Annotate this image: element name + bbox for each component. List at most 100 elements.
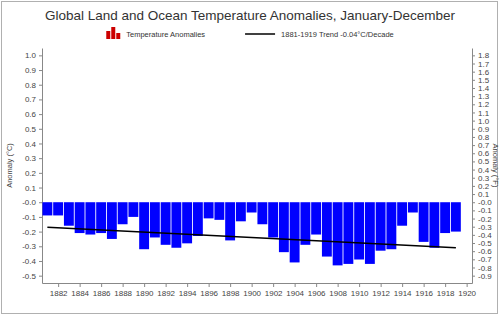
y-axis-tick: 0.9 (25, 66, 42, 75)
x-axis-tick: 1892 (157, 283, 175, 298)
x-axis-tick-label: 1890 (136, 289, 154, 298)
y-axis-tick-mark (39, 55, 42, 56)
legend-item: 1881-1919 Trend -0.04°C/Decade (245, 30, 394, 39)
bar (333, 202, 343, 265)
y2-axis-tick-label: 0.1 (478, 190, 490, 199)
y2-axis-tick-label: -0.9 (478, 272, 492, 281)
y2-axis-tick-mark (472, 186, 475, 187)
x-axis-tick-mark (402, 283, 403, 287)
y-axis-tick-mark (39, 173, 42, 174)
y-axis-tick-label: -0.2 (22, 228, 36, 237)
bar (225, 202, 235, 240)
bar (386, 202, 396, 249)
x-axis-tick-mark (252, 283, 253, 287)
legend-icon (245, 33, 275, 35)
bar (214, 202, 224, 220)
x-axis-tick: 1900 (243, 283, 261, 298)
legend-icon (106, 31, 110, 39)
bar (193, 202, 203, 236)
y2-axis-tick: 1.2 (472, 100, 490, 109)
y2-axis-tick: 1.3 (472, 92, 490, 101)
bar (451, 202, 461, 231)
x-axis-tick-label: 1882 (50, 289, 68, 298)
y2-axis-tick-mark (472, 235, 475, 236)
y-axis-tick-label: 0.4 (25, 140, 37, 149)
y2-axis-tick: 0.5 (472, 157, 490, 166)
y2-axis-tick-mark (472, 243, 475, 244)
x-axis-tick: 1908 (329, 283, 347, 298)
bar (322, 202, 332, 256)
y-axis-tick-mark (39, 143, 42, 144)
y-axis: -0.5-0.4-0.3-0.2-0.1-0.00.10.20.30.40.50… (22, 49, 42, 284)
y2-axis-tick: -0.8 (472, 264, 492, 273)
x-axis-tick-label: 1884 (71, 289, 89, 298)
y-axis-tick-mark (39, 188, 42, 189)
y2-axis-tick: -0.0 (472, 198, 492, 207)
bar (161, 202, 171, 245)
y2-axis-tick-mark (472, 210, 475, 211)
y2-axis-tick-mark (472, 259, 475, 260)
y2-axis-tick-mark (472, 267, 475, 268)
y-axis-tick-mark (39, 232, 42, 233)
x-axis-tick-label: 1906 (308, 289, 326, 298)
x-axis-tick-label: 1902 (265, 289, 283, 298)
x-axis-tick: 1890 (136, 283, 154, 298)
y2-axis-tick-mark (472, 129, 475, 130)
y-axis-tick-label: 0.2 (25, 169, 37, 178)
x-axis-tick-label: 1898 (222, 289, 240, 298)
y2-axis-tick-mark (472, 202, 475, 203)
frame (2, 2, 498, 314)
y2-axis-tick-mark (472, 178, 475, 179)
y2-axis-tick-label: 0.9 (478, 125, 490, 134)
y2-axis-tick-mark (472, 153, 475, 154)
y2-axis-tick: 1.5 (472, 76, 490, 85)
y-axis-tick: -0.1 (22, 213, 42, 222)
y-axis-tick-mark (39, 70, 42, 71)
y-axis-tick-label: 0.9 (25, 66, 37, 75)
x-axis-tick: 1918 (437, 283, 455, 298)
y-axis-tick-mark (39, 158, 42, 159)
y2-axis-tick-label: 1.2 (478, 100, 490, 109)
y-axis-tick-label: -0.0 (22, 198, 36, 207)
x-axis-tick: 1884 (71, 283, 89, 298)
x-axis-tick-mark (166, 283, 167, 287)
bar (419, 202, 429, 242)
x-axis-tick: 1896 (200, 283, 218, 298)
y-axis-tick-mark (39, 276, 42, 277)
bar (429, 202, 439, 248)
y-axis-tick-label: -0.1 (22, 213, 36, 222)
y2-axis-tick: 1.4 (472, 84, 490, 93)
y2-axis-tick-mark (472, 121, 475, 122)
x-axis-tick-mark (424, 283, 425, 287)
title: Global Land and Ocean Temperature Anomal… (45, 8, 456, 23)
y-axis-tick-label: 0.8 (25, 81, 37, 90)
x-axis-tick-mark (316, 283, 317, 287)
legend: Temperature Anomalies1881-1919 Trend -0.… (106, 27, 393, 39)
x-axis-tick-label: 1914 (394, 289, 412, 298)
bar (139, 202, 149, 249)
legend-label: 1881-1919 Trend -0.04°C/Decade (281, 30, 394, 39)
x-axis-tick-mark (58, 283, 59, 287)
y2-axis-tick: 0.1 (472, 190, 490, 199)
y2-axis: -0.9-0.8-0.7-0.6-0.5-0.4-0.3-0.2-0.1-0.0… (472, 49, 492, 284)
trend-line (47, 227, 456, 248)
y-axis-tick-label: 1.0 (25, 51, 37, 60)
y2-axis-tick-mark (472, 80, 475, 81)
bar (343, 202, 353, 264)
y-axis-tick: 0.1 (25, 184, 42, 193)
y2-axis-tick-mark (472, 64, 475, 65)
y2-axis-tick: -0.5 (472, 239, 492, 248)
y2-axis-tick-label: -0.4 (478, 231, 492, 240)
x-axis-tick: 1902 (265, 283, 283, 298)
y2-axis-tick-mark (472, 194, 475, 195)
y2-axis-tick-mark (472, 145, 475, 146)
y2-axis-tick: -0.1 (472, 206, 492, 215)
y2-axis-tick-label: 0.5 (478, 157, 490, 166)
bar (42, 202, 52, 215)
bar (236, 202, 246, 221)
bar (365, 202, 375, 264)
y2-axis-title: Anomaly (°F) (491, 144, 500, 188)
x-axis-tick-mark (467, 283, 468, 287)
x-axis-tick-label: 1892 (157, 289, 175, 298)
y2-axis-tick: 1.8 (472, 51, 490, 60)
